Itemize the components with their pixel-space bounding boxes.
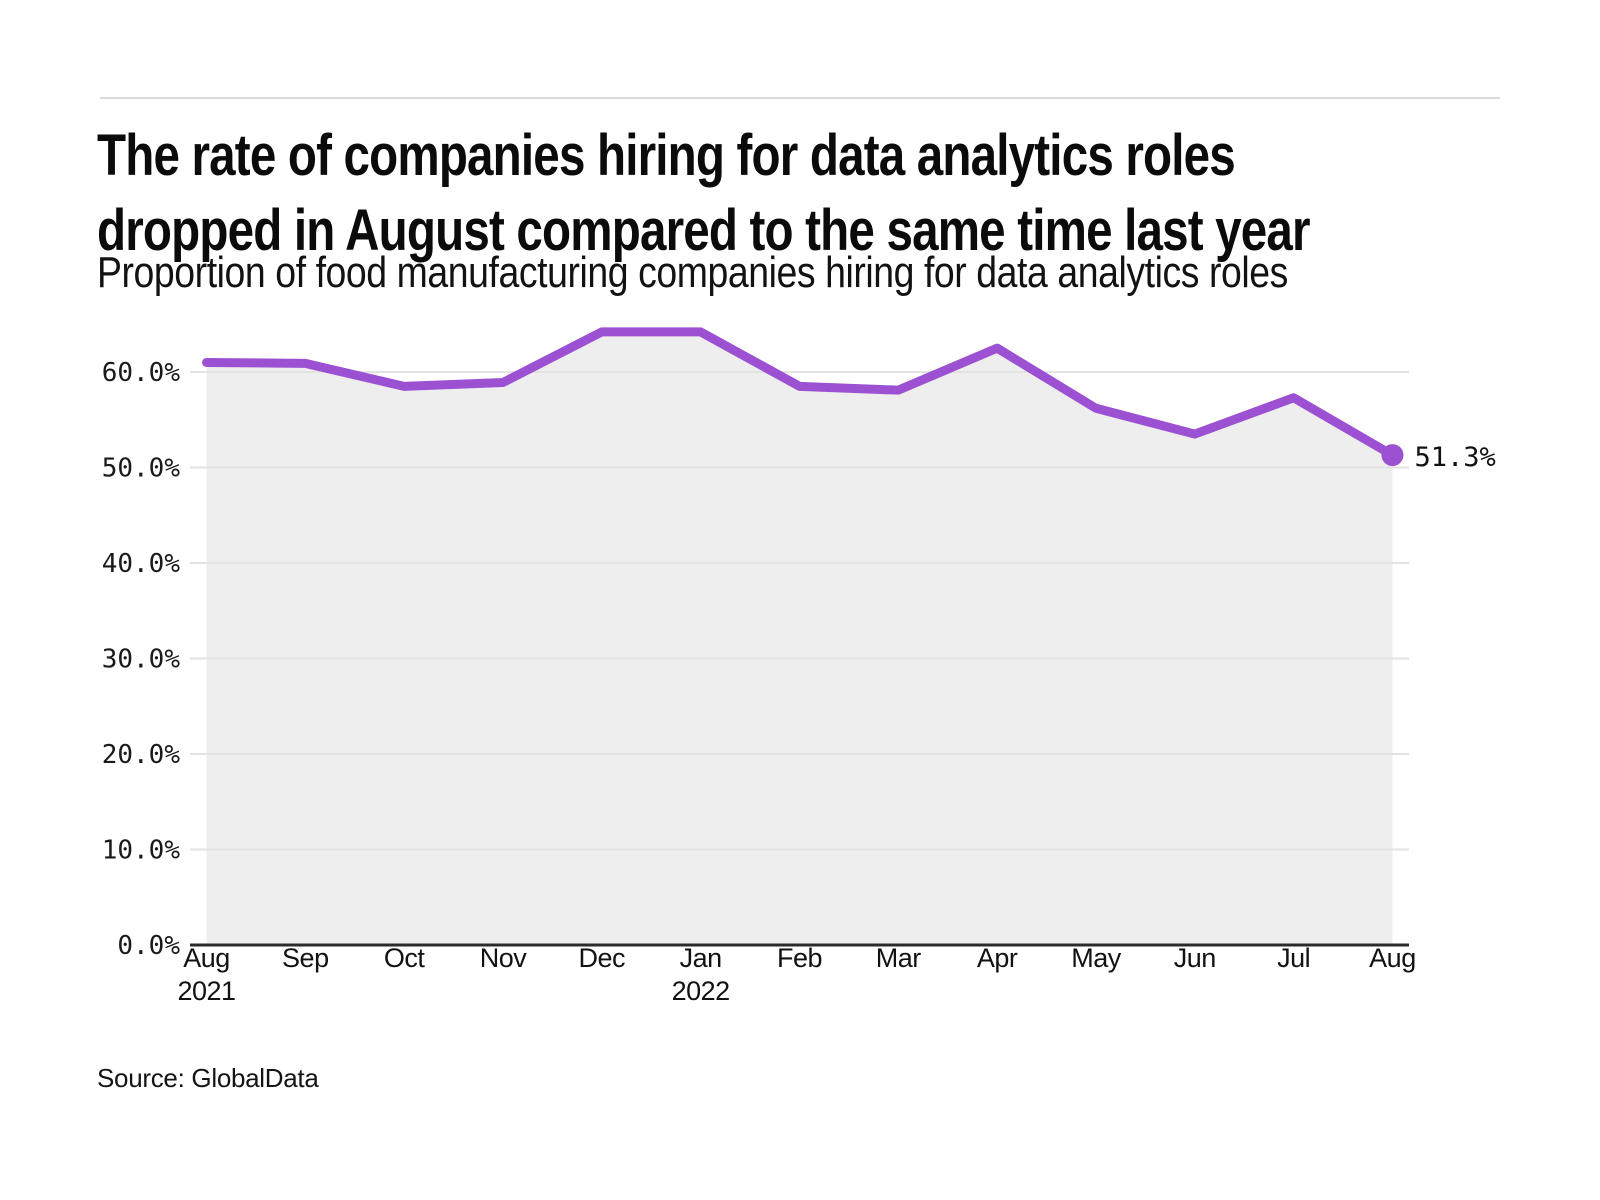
x-axis-year-label: 2022	[672, 976, 730, 1006]
x-axis-tick-label: Jun	[1174, 943, 1216, 973]
chart-title: The rate of companies hiring for data an…	[97, 118, 1311, 268]
x-axis-year-label: 2021	[177, 976, 235, 1006]
x-axis-tick-label: Nov	[480, 943, 528, 973]
y-axis-tick-label: 50.0%	[102, 454, 181, 484]
y-axis-tick-label: 30.0%	[102, 645, 181, 675]
x-axis-tick-label: Jul	[1277, 943, 1310, 973]
chart-title-line1: The rate of companies hiring for data an…	[97, 123, 1236, 188]
end-point-marker	[1381, 444, 1404, 467]
x-axis-tick-label: Sep	[282, 943, 329, 973]
chart-title-line2: dropped in August compared to the same t…	[97, 198, 1311, 263]
x-axis-tick-label: Mar	[876, 943, 922, 973]
x-axis-tick-label: May	[1071, 943, 1122, 973]
x-axis-tick-label: Apr	[977, 943, 1018, 973]
x-axis-tick-label: Oct	[384, 943, 426, 973]
y-axis-tick-label: 0.0%	[117, 931, 180, 961]
chart-subtitle: Proportion of food manufacturing compani…	[97, 248, 1288, 297]
series-line	[202, 327, 1397, 460]
end-value-label: 51.3%	[1414, 442, 1495, 473]
source-note: Source: GlobalData	[97, 1063, 319, 1093]
x-axis-tick-label: Aug	[183, 943, 230, 973]
x-axis-tick-label: Feb	[777, 943, 822, 973]
y-axis-tick-label: 10.0%	[102, 836, 181, 866]
area-fill	[206, 331, 1393, 945]
x-axis-tick-label: Dec	[579, 943, 626, 973]
x-axis-tick-label: Jan	[680, 943, 722, 973]
x-axis-tick-label: Aug	[1369, 943, 1416, 973]
y-axis-tick-label: 60.0%	[102, 358, 181, 388]
y-axis-tick-label: 20.0%	[102, 740, 181, 770]
top-divider	[100, 97, 1500, 99]
y-axis-tick-label: 40.0%	[102, 549, 181, 579]
